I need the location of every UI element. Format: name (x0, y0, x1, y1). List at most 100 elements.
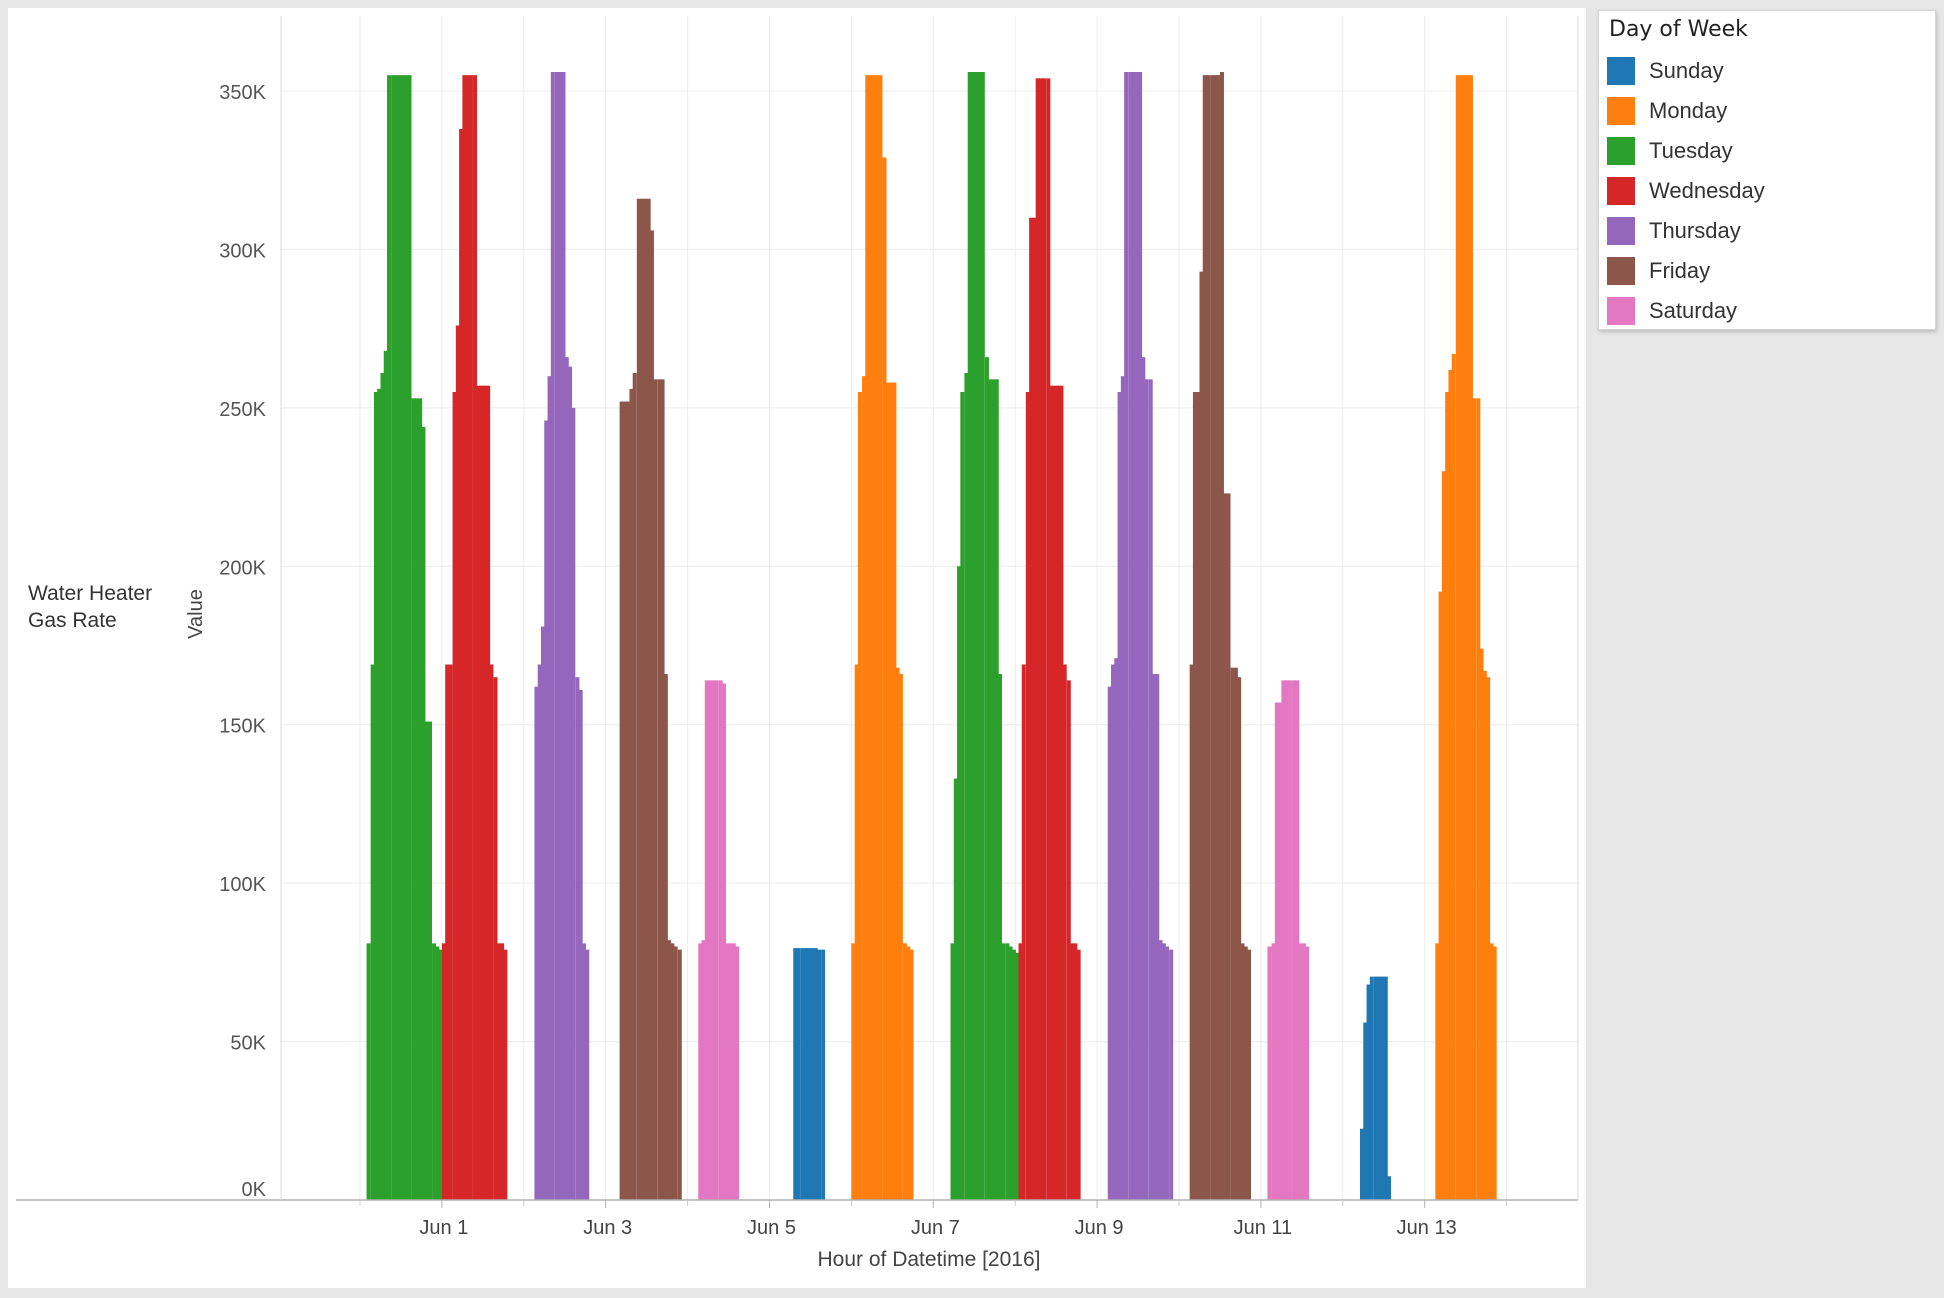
bar-saturday (1278, 702, 1283, 1200)
x-tick-label: Jun 5 (747, 1217, 796, 1239)
bar-thursday (1155, 674, 1160, 1200)
bar-tuesday (414, 398, 419, 1201)
bar-wednesday (1035, 78, 1040, 1201)
bar-sunday (803, 948, 808, 1200)
bar-sunday (810, 948, 815, 1200)
legend-item-sunday[interactable]: Sunday (1599, 51, 1935, 91)
bar-sunday (817, 949, 822, 1200)
bar-tuesday (383, 350, 388, 1200)
bar-wednesday (1049, 385, 1054, 1200)
bar-sunday (793, 948, 798, 1200)
legend-swatch (1607, 97, 1635, 125)
bar-saturday (714, 680, 719, 1200)
bar-thursday (585, 949, 590, 1200)
bar-friday (1189, 664, 1194, 1200)
bar-monday (898, 674, 903, 1200)
bar-thursday (1131, 71, 1136, 1201)
bar-monday (1492, 946, 1497, 1200)
bar-wednesday (465, 75, 470, 1200)
bar-sunday (821, 949, 826, 1200)
bar-monday (1465, 75, 1470, 1200)
bar-tuesday (991, 379, 996, 1201)
bar-monday (865, 75, 870, 1200)
bar-friday (1223, 493, 1228, 1200)
bar-saturday (1267, 946, 1272, 1200)
bar-tuesday (964, 373, 969, 1200)
bar-monday (895, 667, 900, 1200)
bar-sunday (813, 948, 818, 1200)
legend-label: Tuesday (1649, 138, 1733, 163)
bar-monday (878, 75, 883, 1200)
bar-monday (1451, 353, 1456, 1200)
legend-swatch (1607, 297, 1635, 325)
bar-friday (670, 943, 675, 1200)
legend-item-monday[interactable]: Monday (1599, 91, 1935, 131)
bar-thursday (1158, 940, 1163, 1200)
bar-thursday (1117, 392, 1122, 1200)
legend-item-tuesday[interactable]: Tuesday (1599, 131, 1935, 171)
bar-thursday (1128, 71, 1133, 1201)
chart-panel: Water Heater Gas Rate 0K 50K 100K 150K 200K 2… (8, 8, 1586, 1288)
bar-thursday (554, 71, 559, 1201)
bar-wednesday (455, 325, 460, 1201)
bar-sunday (1380, 976, 1385, 1200)
bar-thursday (547, 376, 552, 1200)
bar-monday (889, 382, 894, 1200)
bar-wednesday (445, 664, 450, 1200)
bar-monday (1435, 943, 1440, 1200)
legend-item-friday[interactable]: Friday (1599, 251, 1935, 291)
bar-tuesday (387, 75, 392, 1200)
bar-saturday (1298, 943, 1303, 1200)
bar-tuesday (438, 949, 443, 1200)
bar-monday (857, 392, 862, 1200)
bar-friday (1243, 946, 1248, 1200)
bar-saturday (1301, 943, 1306, 1200)
bar-wednesday (1018, 943, 1023, 1200)
bar-wednesday (1021, 664, 1026, 1200)
bar-tuesday (407, 75, 412, 1200)
bar-thursday (564, 357, 569, 1200)
bar-tuesday (953, 778, 958, 1200)
bar-tuesday (391, 75, 396, 1200)
bar-monday (1476, 398, 1481, 1201)
legend-item-wednesday[interactable]: Wednesday (1599, 171, 1935, 211)
bar-tuesday (377, 388, 382, 1201)
bar-monday (1462, 75, 1467, 1200)
bar-friday (619, 401, 624, 1200)
bar-friday (657, 379, 662, 1201)
bar-wednesday (1066, 680, 1071, 1200)
bar-friday (1196, 392, 1201, 1200)
bar-saturday (1305, 946, 1310, 1200)
legend-swatch (1607, 177, 1635, 205)
bar-wednesday (476, 385, 481, 1200)
bar-saturday (722, 683, 727, 1200)
y-tick-label: 300K (219, 240, 266, 262)
bar-saturday (1271, 943, 1276, 1200)
bar-sunday (1363, 1022, 1368, 1200)
bar-wednesday (1062, 664, 1067, 1200)
bar-saturday (728, 943, 733, 1200)
bar-thursday (1111, 664, 1116, 1200)
x-tick-label: Jun 13 (1397, 1217, 1457, 1239)
legend-swatch (1607, 57, 1635, 85)
bar-tuesday (970, 71, 975, 1201)
legend-item-saturday[interactable]: Saturday (1599, 291, 1935, 331)
legend-item-thursday[interactable]: Thursday (1599, 211, 1935, 251)
bar-monday (1455, 75, 1460, 1200)
bar-friday (677, 949, 682, 1200)
bar-thursday (578, 689, 583, 1200)
bar-monday (1468, 75, 1473, 1200)
bar-saturday (708, 680, 713, 1200)
bar-monday (1438, 591, 1443, 1200)
bar-thursday (1120, 376, 1125, 1200)
legend-label: Monday (1649, 98, 1728, 123)
bar-tuesday (397, 75, 402, 1200)
y-tick-label: 100K (219, 874, 266, 896)
bar-wednesday (489, 664, 494, 1200)
legend-swatch (1607, 257, 1635, 285)
bar-wednesday (1046, 78, 1051, 1201)
bar-friday (1210, 75, 1215, 1200)
bar-saturday (735, 946, 740, 1200)
bar-sunday (1387, 1176, 1392, 1200)
bar-wednesday (448, 664, 453, 1200)
